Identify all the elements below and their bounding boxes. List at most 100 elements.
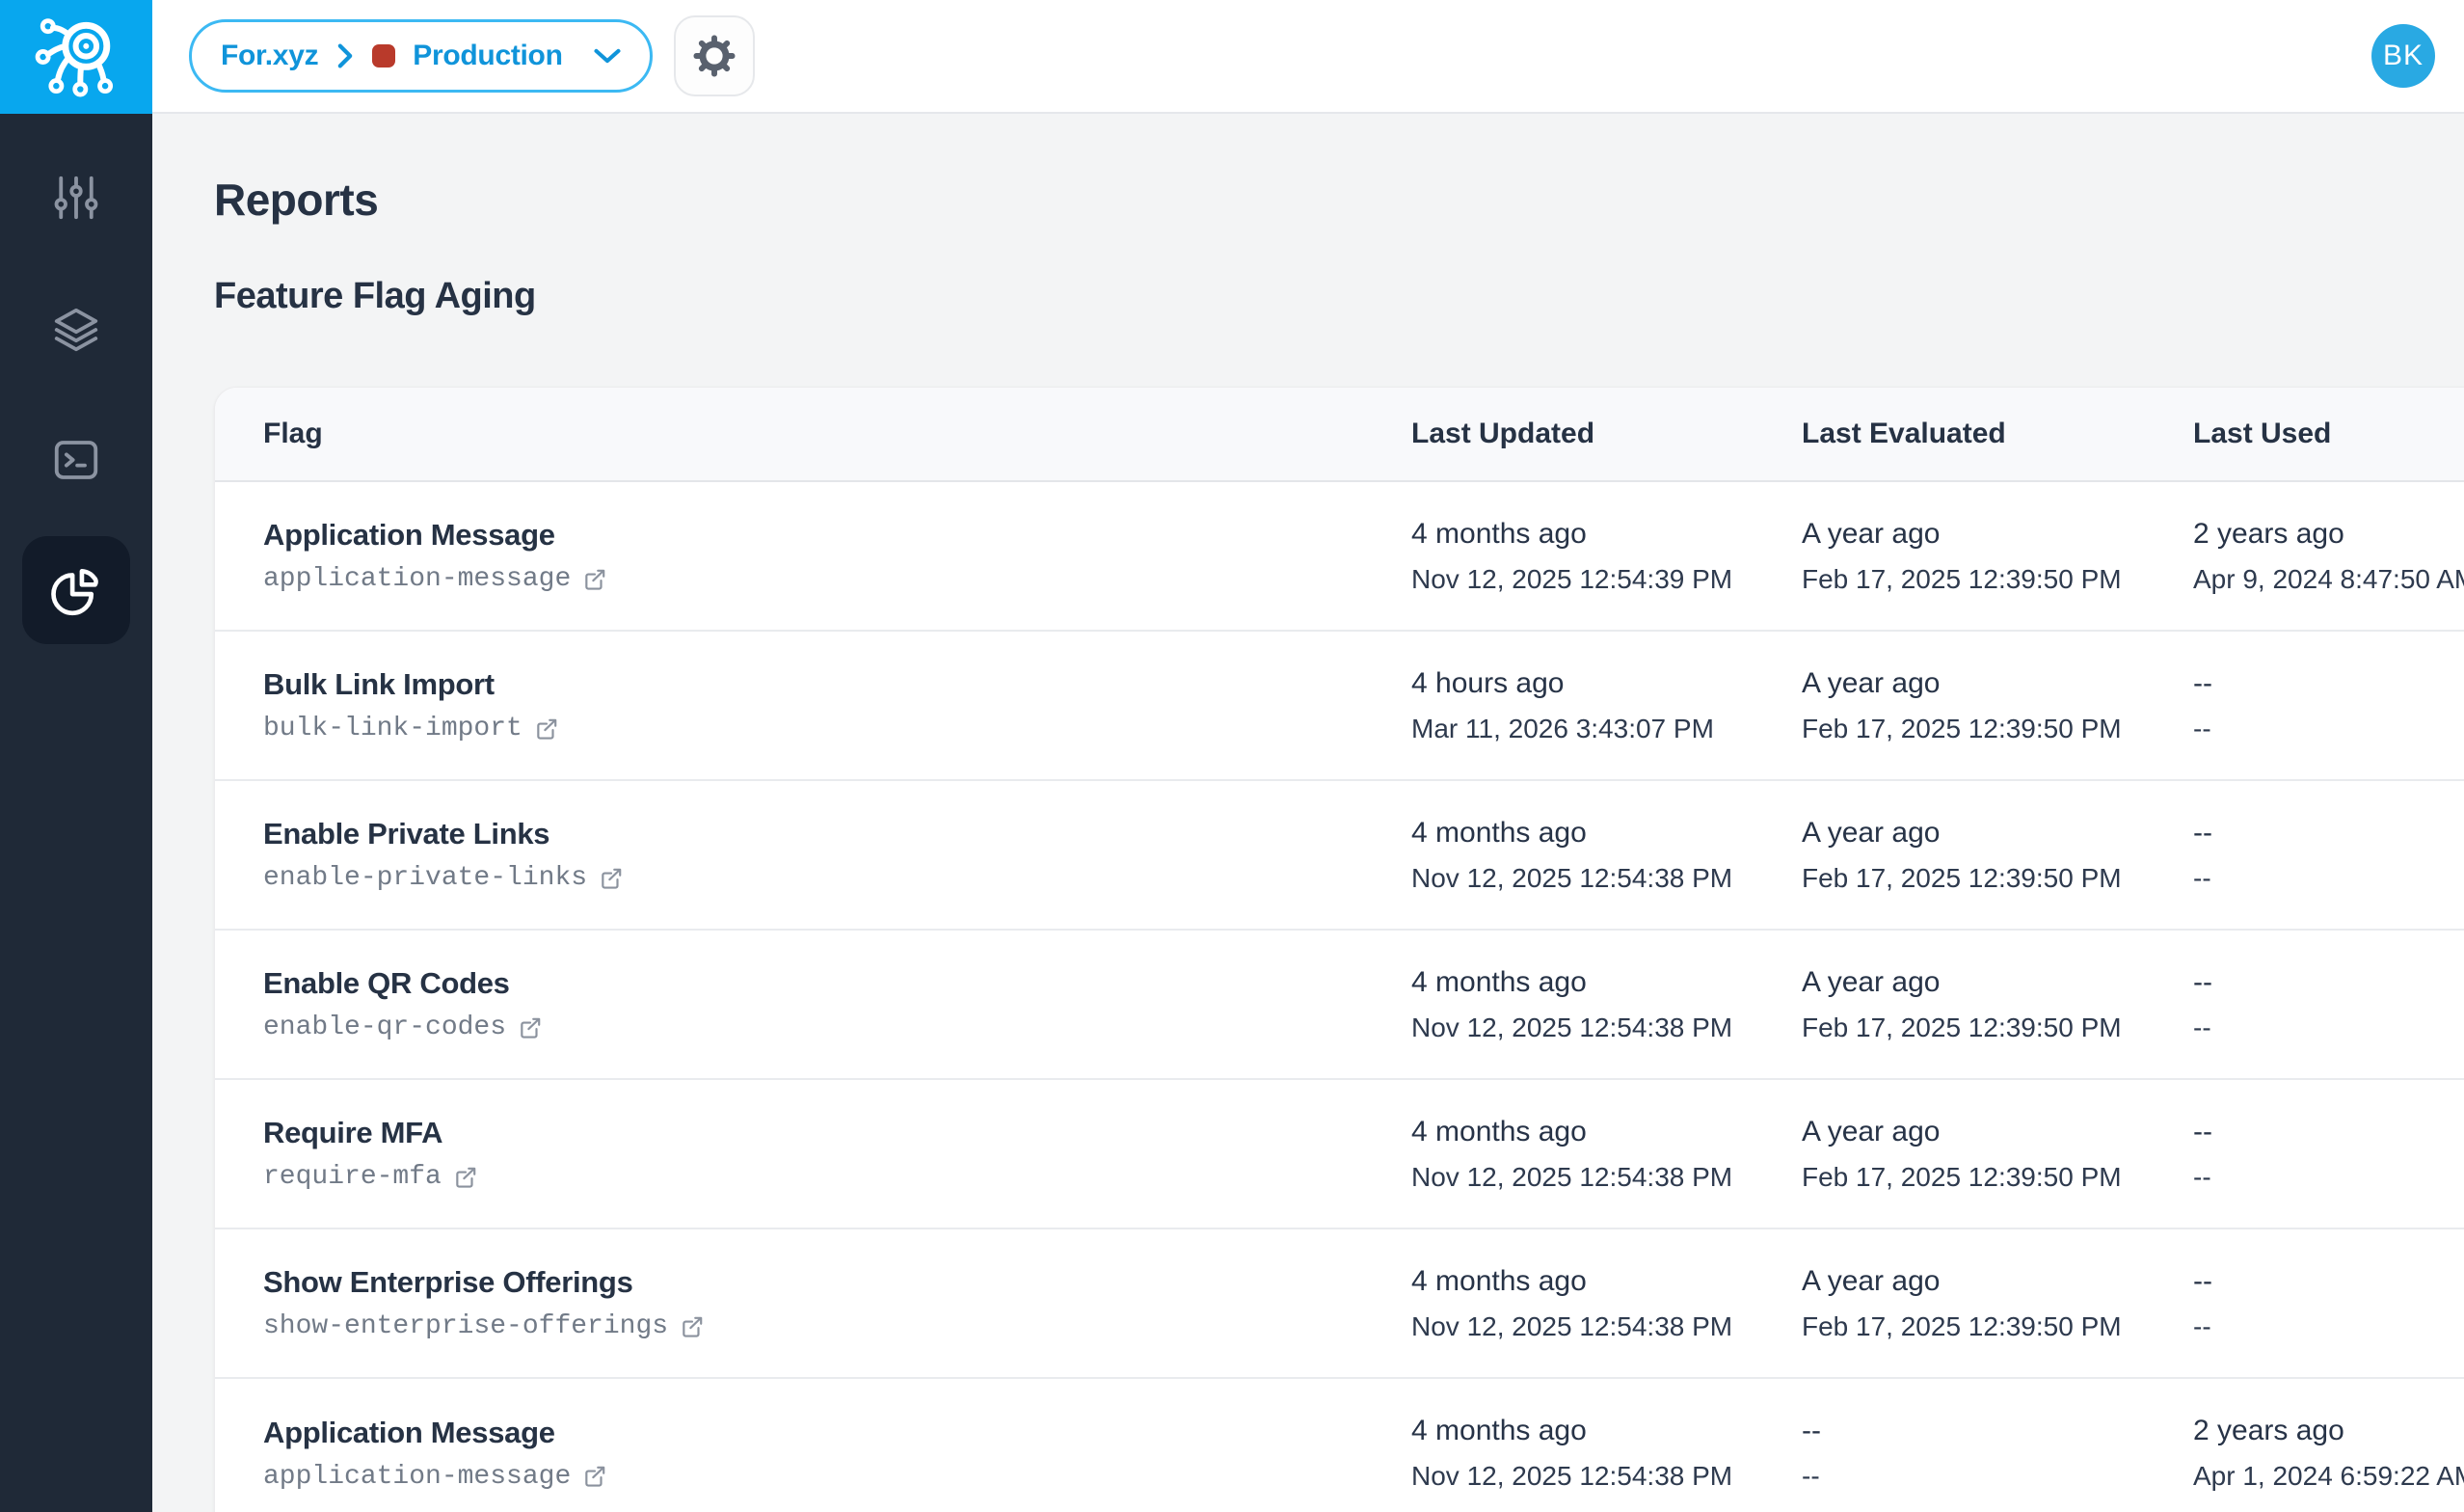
last-used-timestamp: Apr 1, 2024 6:59:22 AM (2193, 1461, 2464, 1491)
last-updated-relative: 4 hours ago (1411, 666, 1565, 699)
last-used-relative: 2 years ago (2193, 517, 2344, 550)
breadcrumb-namespace[interactable]: For.xyz (221, 40, 319, 71)
page-subtitle: Feature Flag Aging (214, 276, 536, 316)
last-used-relative: -- (2193, 1115, 2212, 1148)
feature-flag-aging-card: Flag Last Updated Last Evaluated Last Us… (214, 387, 2464, 1512)
last-used-relative: -- (2193, 965, 2212, 998)
flag-key-link[interactable]: application-message (263, 1462, 1411, 1492)
chevron-down-icon (594, 48, 621, 64)
sliders-icon (54, 176, 98, 220)
flag-key-link[interactable]: show-enterprise-offerings (263, 1311, 1411, 1341)
flag-key[interactable]: require-mfa (263, 1162, 442, 1192)
last-evaluated-relative: A year ago (1802, 666, 1941, 699)
sidebar-item-reports-active[interactable] (22, 536, 130, 644)
last-used-relative: 2 years ago (2193, 1415, 2344, 1446)
last-used-timestamp: -- (2193, 1161, 2211, 1192)
flag-key[interactable]: show-enterprise-offerings (263, 1311, 669, 1341)
external-link-icon (683, 1316, 703, 1337)
flag-key-link[interactable]: enable-private-links (263, 863, 1411, 893)
flag-key[interactable]: enable-private-links (263, 863, 588, 893)
flag-key[interactable]: application-message (263, 1461, 572, 1492)
sidebar-item-flags[interactable] (49, 171, 103, 225)
last-used-relative: -- (2193, 1264, 2212, 1297)
environment-breadcrumb[interactable]: For.xyz Production (189, 19, 653, 93)
main-content: Reports Feature Flag Aging Flag Last Upd… (152, 114, 2464, 1512)
column-header-last-evaluated: Last Evaluated (1802, 388, 2193, 482)
flag-key[interactable]: enable-qr-codes (263, 1012, 507, 1042)
last-used-relative: -- (2193, 666, 2212, 699)
breadcrumb-environment[interactable]: Production (413, 40, 563, 71)
last-used-timestamp: -- (2193, 862, 2211, 893)
last-updated-relative: 4 months ago (1411, 1264, 1587, 1297)
last-evaluated-relative: A year ago (1802, 517, 1941, 550)
table-header-row: Flag Last Updated Last Evaluated Last Us… (215, 388, 2464, 482)
flag-name: Application Message (263, 518, 555, 552)
sidebar-item-segments[interactable] (49, 303, 103, 357)
table-row: Application Message application-message … (215, 1377, 2464, 1512)
last-used-timestamp: -- (2193, 1012, 2211, 1042)
column-header-last-used: Last Used (2193, 388, 2464, 482)
flag-key[interactable]: application-message (263, 564, 572, 594)
flag-name: Require MFA (263, 1116, 443, 1149)
table-body: Application Message application-message … (215, 481, 2464, 1512)
sidebar-nav (0, 114, 152, 1512)
external-link-icon (585, 569, 605, 590)
external-link-icon (585, 1466, 605, 1487)
flag-name: Enable QR Codes (263, 966, 510, 1000)
user-avatar[interactable]: BK (2371, 24, 2435, 88)
chevron-right-icon (338, 43, 353, 68)
environment-color-swatch (372, 44, 396, 68)
last-used-timestamp: Apr 9, 2024 8:47:50 AM (2193, 563, 2464, 594)
top-bar: For.xyz Production (152, 0, 2464, 114)
last-updated-timestamp: Nov 12, 2025 12:54:38 PM (1411, 1161, 1733, 1192)
flag-key-link[interactable]: bulk-link-import (263, 714, 1411, 743)
column-header-flag: Flag (215, 388, 1411, 482)
table-row: Show Enterprise Offerings show-enterpris… (215, 1228, 2464, 1378)
settings-button[interactable] (673, 15, 755, 96)
external-link-icon (537, 718, 557, 740)
last-evaluated-relative: A year ago (1802, 965, 1941, 998)
last-updated-timestamp: Nov 12, 2025 12:54:39 PM (1411, 563, 1733, 594)
flag-key-link[interactable]: enable-qr-codes (263, 1012, 1411, 1042)
last-evaluated-relative: A year ago (1802, 1264, 1941, 1297)
feature-flag-aging-table: Flag Last Updated Last Evaluated Last Us… (215, 388, 2464, 1512)
last-evaluated-relative: -- (1802, 1415, 1821, 1446)
last-evaluated-timestamp: Feb 17, 2025 12:39:50 PM (1802, 563, 2122, 594)
last-updated-timestamp: Nov 12, 2025 12:54:38 PM (1411, 862, 1733, 893)
column-header-last-updated: Last Updated (1411, 388, 1802, 482)
last-updated-timestamp: Nov 12, 2025 12:54:38 PM (1411, 1310, 1733, 1341)
sidebar-item-console[interactable] (49, 433, 103, 487)
pie-chart-icon (51, 569, 98, 616)
table-row: Application Message application-message … (215, 481, 2464, 631)
external-link-icon (456, 1167, 476, 1188)
last-used-relative: -- (2193, 816, 2212, 849)
external-link-icon (521, 1017, 541, 1039)
last-updated-relative: 4 months ago (1411, 965, 1587, 998)
last-updated-relative: 4 months ago (1411, 816, 1587, 849)
last-updated-relative: 4 months ago (1411, 1115, 1587, 1148)
flag-key-link[interactable]: require-mfa (263, 1162, 1411, 1192)
page-title: Reports (214, 175, 379, 225)
gear-icon (693, 35, 736, 77)
last-used-timestamp: -- (2193, 713, 2211, 743)
flag-name: Enable Private Links (263, 817, 550, 850)
flag-name: Show Enterprise Offerings (263, 1265, 633, 1299)
last-evaluated-timestamp: Feb 17, 2025 12:39:50 PM (1802, 1012, 2122, 1042)
last-evaluated-timestamp: Feb 17, 2025 12:39:50 PM (1802, 1161, 2122, 1192)
last-used-timestamp: -- (2193, 1310, 2211, 1341)
last-updated-timestamp: Nov 12, 2025 12:54:38 PM (1411, 1461, 1733, 1491)
last-updated-relative: 4 months ago (1411, 1415, 1587, 1446)
table-row: Require MFA require-mfa 4 months ago Nov… (215, 1078, 2464, 1228)
terminal-icon (54, 441, 98, 479)
flag-key[interactable]: bulk-link-import (263, 714, 522, 743)
last-evaluated-relative: A year ago (1802, 816, 1941, 849)
flipt-logo[interactable] (0, 0, 152, 114)
flag-key-link[interactable]: application-message (263, 564, 1411, 594)
last-evaluated-timestamp: Feb 17, 2025 12:39:50 PM (1802, 1310, 2122, 1341)
last-updated-relative: 4 months ago (1411, 517, 1587, 550)
last-evaluated-timestamp: Feb 17, 2025 12:39:50 PM (1802, 713, 2122, 743)
last-updated-timestamp: Mar 11, 2026 3:43:07 PM (1411, 713, 1714, 743)
table-row: Enable Private Links enable-private-link… (215, 779, 2464, 930)
flag-name: Application Message (263, 1415, 555, 1449)
